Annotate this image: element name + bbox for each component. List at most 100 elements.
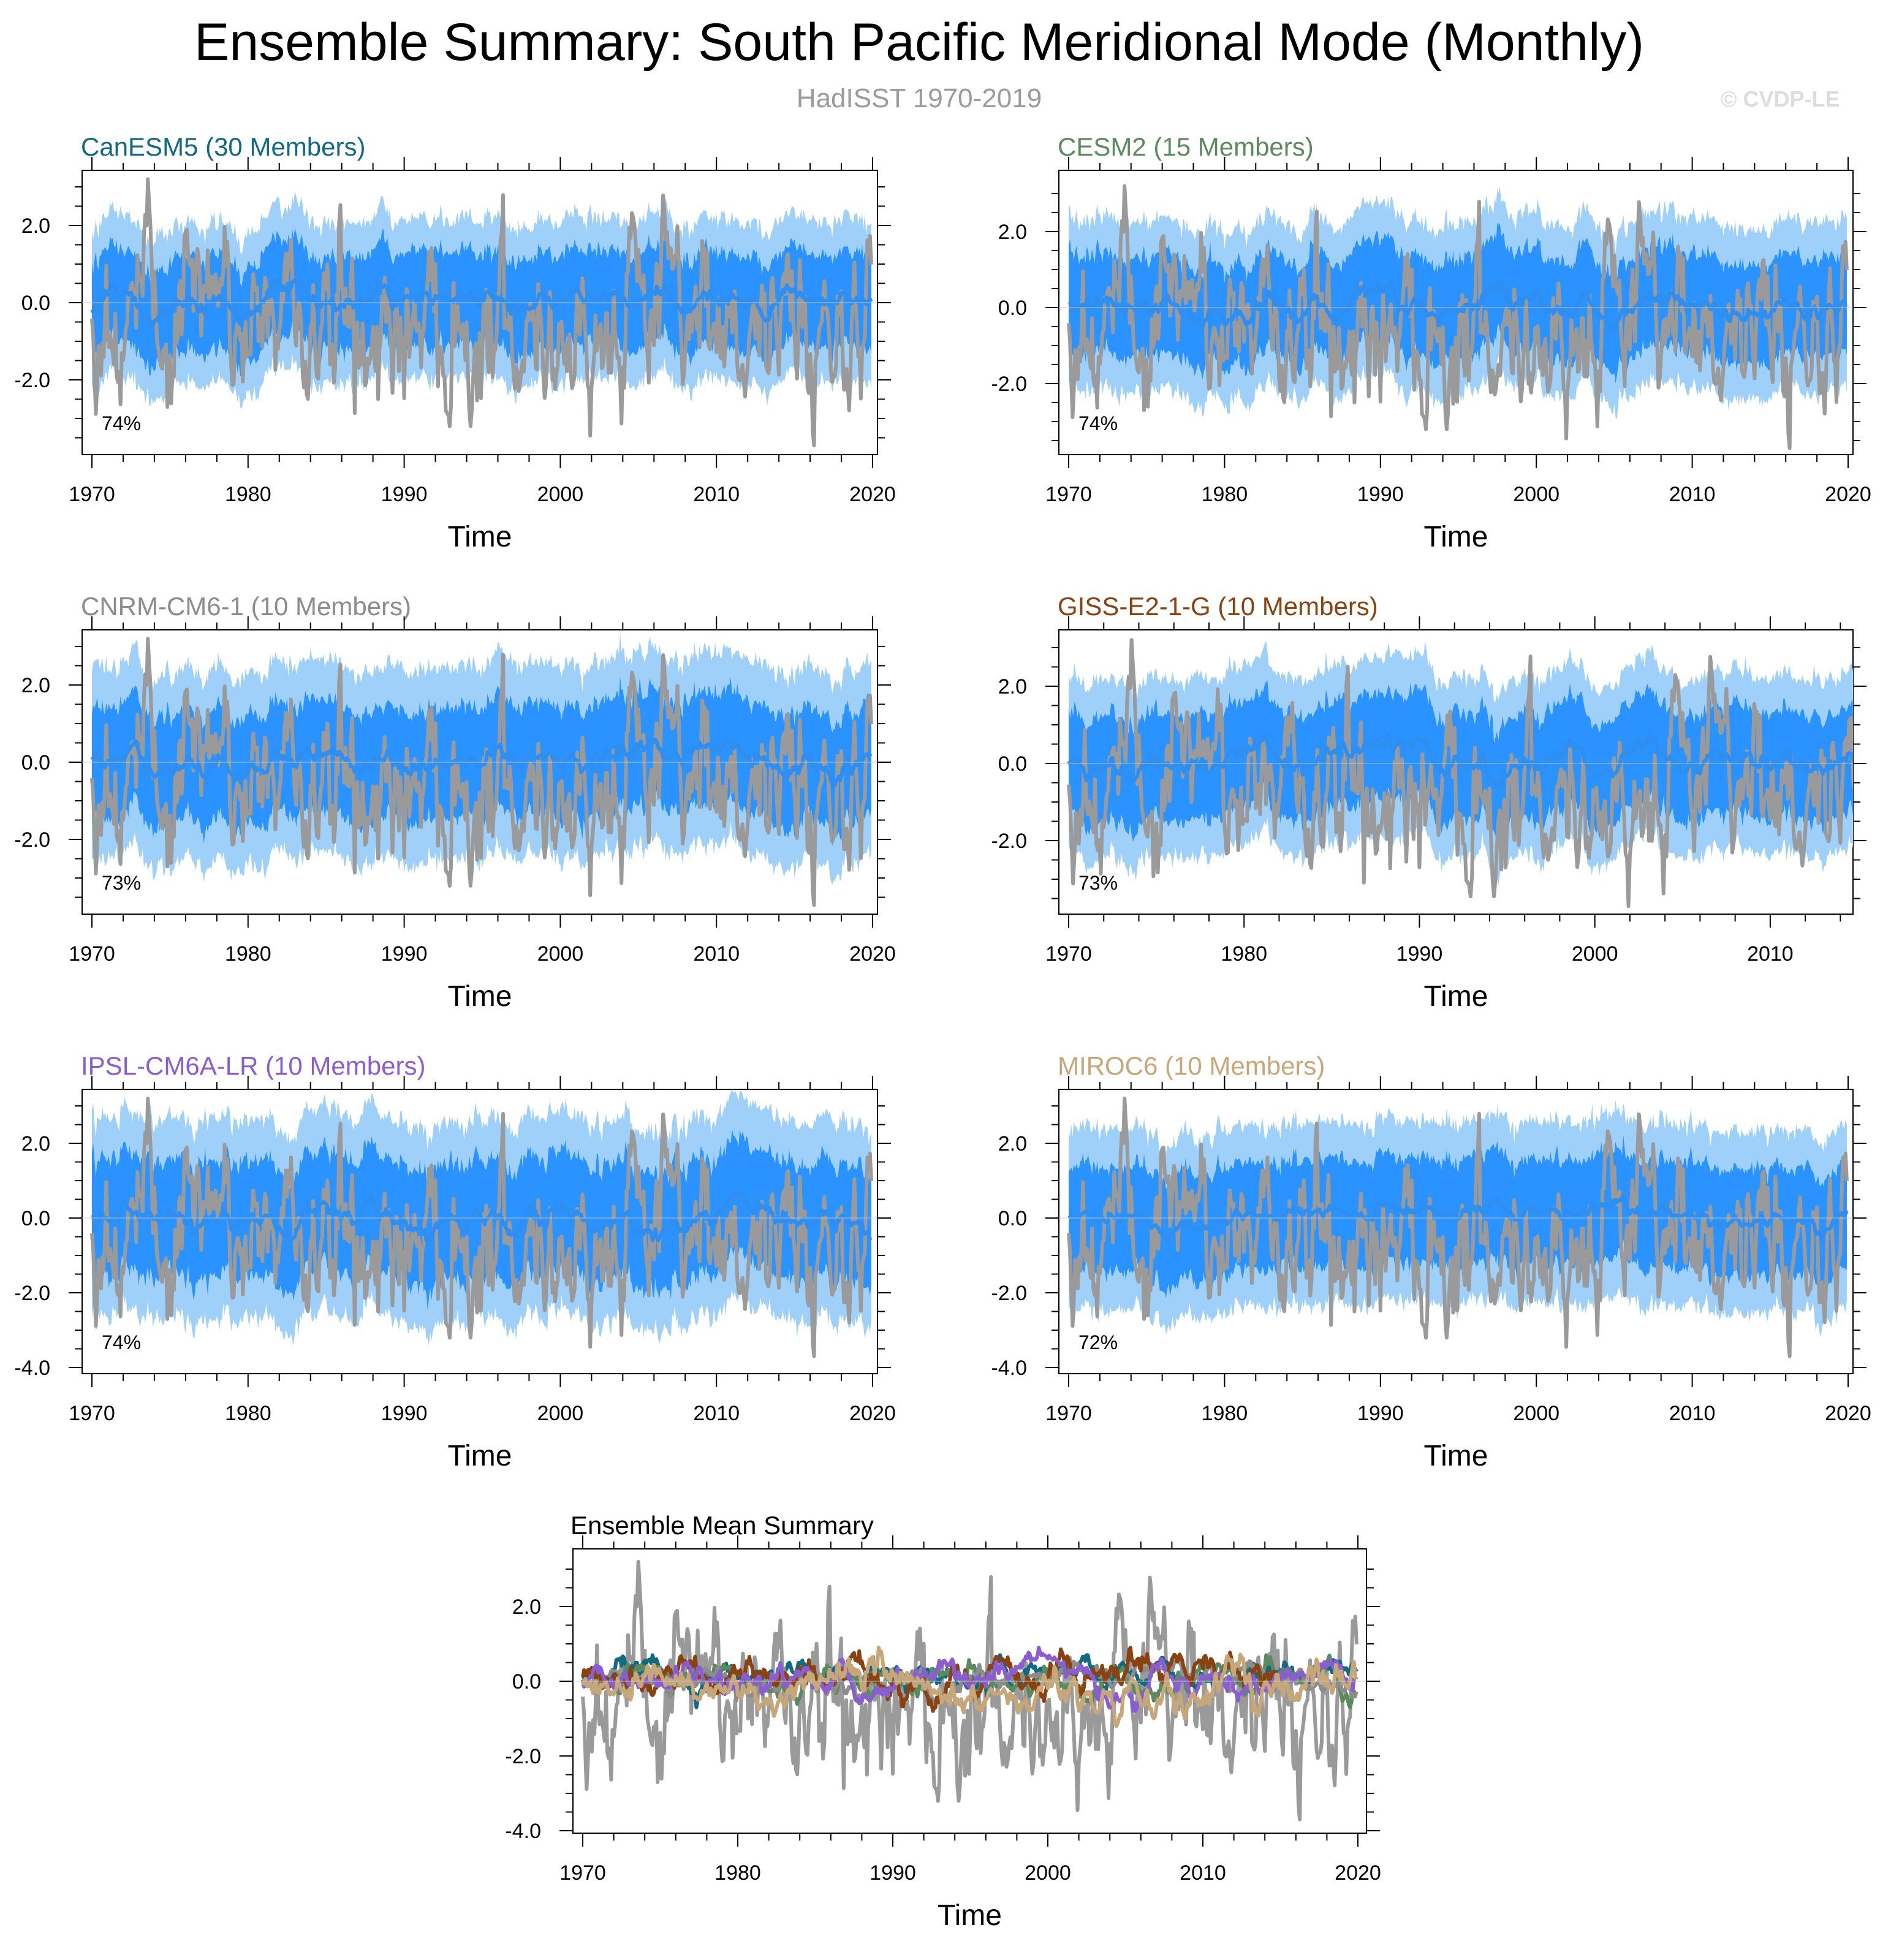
y-tick-label: 0.0 bbox=[21, 751, 50, 774]
x-tick-label: 2010 bbox=[693, 483, 740, 506]
x-tick-label: 2020 bbox=[1825, 1402, 1871, 1425]
x-axis-label: Time bbox=[448, 980, 512, 1013]
observed-line bbox=[581, 1559, 1359, 1822]
x-tick-label: 1990 bbox=[381, 483, 428, 506]
ensemble-mean-line bbox=[90, 737, 873, 787]
y-tick-label: -2.0 bbox=[14, 828, 50, 852]
panel-3: CNRM-CM6-1 (10 Members) 1970 1980 1990 2000 2… bbox=[14, 592, 895, 1013]
observed-line bbox=[1067, 1096, 1849, 1358]
panel-title: Ensemble Mean Summary bbox=[570, 1511, 874, 1540]
plot-frame bbox=[1058, 170, 1854, 455]
y-tick-label: -4.0 bbox=[14, 1356, 50, 1380]
plot-frame bbox=[572, 1548, 1367, 1834]
x-tick-label: 1970 bbox=[559, 1861, 606, 1885]
x-tick-label: 2000 bbox=[537, 1402, 584, 1425]
model-mean-line-GISS-E2-1-G bbox=[581, 1646, 1281, 1713]
x-tick-label: 2020 bbox=[1825, 483, 1871, 506]
y-tick-label: 2.0 bbox=[998, 675, 1027, 698]
y-tick-label: 0.0 bbox=[998, 297, 1027, 320]
observed-line bbox=[90, 177, 873, 448]
y-tick-label: 2.0 bbox=[21, 1132, 50, 1156]
x-tick-label: 2020 bbox=[849, 1402, 896, 1425]
figure-title: Ensemble Summary: South Pacific Meridion… bbox=[194, 13, 1644, 72]
panel-title: MIROC6 (10 Members) bbox=[1058, 1051, 1325, 1080]
y-tick-label: -2.0 bbox=[14, 369, 50, 392]
plot-frame bbox=[81, 629, 878, 915]
panel-title: IPSL-CM6A-LR (10 Members) bbox=[81, 1051, 425, 1080]
y-tick-label: 2.0 bbox=[21, 674, 50, 697]
plot-frame bbox=[81, 1089, 878, 1374]
x-tick-label: 1980 bbox=[714, 1861, 761, 1885]
x-axis-label: Time bbox=[1424, 1440, 1488, 1472]
x-tick-label: 2010 bbox=[693, 942, 740, 966]
x-tick-label: 1970 bbox=[1045, 483, 1092, 506]
panel-5: IPSL-CM6A-LR (10 Members) 1970 1980 1990 200… bbox=[14, 1051, 895, 1472]
x-tick-label: 2010 bbox=[1669, 483, 1716, 506]
observed-line bbox=[90, 637, 873, 907]
x-tick-label: 1970 bbox=[1045, 942, 1092, 966]
x-tick-label: 1990 bbox=[870, 1861, 916, 1885]
figure-subtitle: HadISST 1970-2019 bbox=[796, 83, 1042, 113]
panel-4: GISS-E2-1-G (10 Members) 1970 1980 1990 2000… bbox=[991, 592, 1866, 1013]
y-tick-label: 2.0 bbox=[998, 1132, 1027, 1156]
x-tick-label: 2010 bbox=[1747, 942, 1794, 966]
observed-line bbox=[1067, 638, 1853, 909]
observed-line bbox=[1067, 184, 1849, 450]
x-tick-label: 1990 bbox=[381, 1402, 428, 1425]
pattern-correlation-label: 74% bbox=[102, 412, 141, 434]
x-tick-label: 2000 bbox=[1025, 1861, 1071, 1885]
panel-title: CESM2 (15 Members) bbox=[1058, 132, 1314, 161]
x-tick-label: 1990 bbox=[1357, 483, 1404, 506]
x-tick-label: 2010 bbox=[1180, 1861, 1226, 1885]
x-tick-label: 1980 bbox=[1202, 1402, 1248, 1425]
pattern-correlation-label: 74% bbox=[102, 1331, 141, 1353]
ensemble-mean-line bbox=[1068, 279, 1848, 333]
x-tick-label: 1970 bbox=[69, 483, 115, 506]
panel-1: CanESM5 (30 Members) 1970 1980 1990 2000 2010… bbox=[14, 132, 895, 553]
x-tick-label: 1970 bbox=[69, 1402, 115, 1425]
panel-2: CESM2 (15 Members) 1970 1980 1990 2000 2010 20… bbox=[991, 132, 1871, 553]
ensemble-mean-line bbox=[90, 278, 873, 328]
x-tick-label: 1980 bbox=[225, 942, 271, 966]
pattern-correlation-label: 73% bbox=[1078, 872, 1118, 894]
x-axis-label: Time bbox=[1424, 521, 1488, 553]
x-tick-label: 1970 bbox=[69, 942, 115, 966]
x-tick-label: 2020 bbox=[1335, 1861, 1381, 1885]
y-tick-label: 2.0 bbox=[21, 214, 50, 238]
x-tick-label: 1980 bbox=[1221, 942, 1267, 966]
credit-watermark: © CVDP-LE bbox=[1721, 86, 1840, 112]
x-tick-label: 1980 bbox=[1202, 483, 1248, 506]
panel-6: MIROC6 (10 Members) 1970 1980 1990 2000 2010 2… bbox=[991, 1051, 1871, 1472]
panel-title: CanESM5 (30 Members) bbox=[81, 132, 365, 161]
x-tick-label: 2020 bbox=[849, 483, 896, 506]
y-tick-label: 2.0 bbox=[512, 1595, 541, 1619]
x-tick-label: 2010 bbox=[1669, 1402, 1716, 1425]
pattern-correlation-label: 72% bbox=[1078, 1331, 1118, 1353]
pattern-correlation-label: 73% bbox=[102, 872, 141, 894]
y-tick-label: 2.0 bbox=[998, 221, 1027, 244]
x-tick-label: 2000 bbox=[1513, 1402, 1559, 1425]
x-tick-label: 1980 bbox=[225, 1402, 271, 1425]
y-tick-label: 0.0 bbox=[21, 1207, 50, 1230]
panel-title: GISS-E2-1-G (10 Members) bbox=[1058, 592, 1378, 621]
x-tick-label: 1990 bbox=[1396, 942, 1443, 966]
x-tick-label: 1980 bbox=[225, 483, 271, 506]
pattern-correlation-label: 74% bbox=[1078, 412, 1118, 434]
plot-frame bbox=[81, 170, 878, 455]
ensemble-mean-line bbox=[91, 1190, 873, 1243]
x-tick-label: 2010 bbox=[693, 1402, 740, 1425]
y-tick-label: -2.0 bbox=[14, 1282, 50, 1305]
x-tick-label: 2020 bbox=[849, 942, 896, 966]
x-tick-label: 2000 bbox=[537, 483, 584, 506]
y-tick-label: -2.0 bbox=[505, 1745, 541, 1768]
x-axis-label: Time bbox=[448, 521, 512, 553]
panel-7: Ensemble Mean Summary 1970 1980 1990 2000 201… bbox=[505, 1511, 1381, 1932]
y-tick-label: -2.0 bbox=[991, 373, 1027, 396]
y-tick-label: -2.0 bbox=[991, 1282, 1027, 1305]
x-tick-label: 2000 bbox=[1513, 483, 1559, 506]
model-mean-line-MIROC6 bbox=[581, 1646, 1357, 1728]
observed-line bbox=[90, 1096, 873, 1358]
panel-title: CNRM-CM6-1 (10 Members) bbox=[81, 592, 411, 621]
y-tick-label: 0.0 bbox=[512, 1670, 541, 1693]
